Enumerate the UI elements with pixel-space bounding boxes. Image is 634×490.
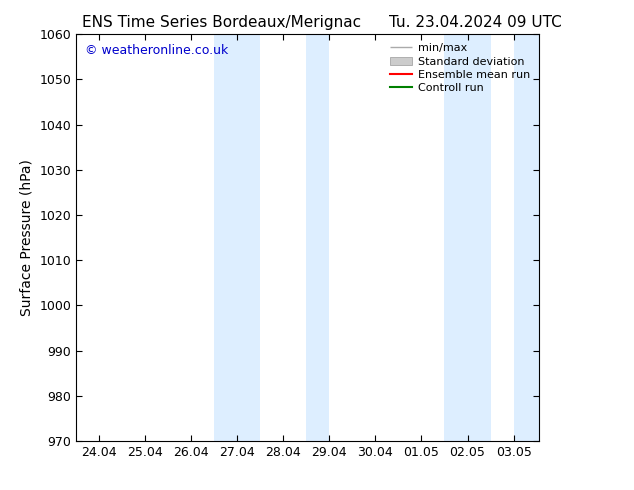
- Bar: [306, 34, 330, 441]
- Text: Tu. 23.04.2024 09 UTC: Tu. 23.04.2024 09 UTC: [389, 15, 562, 30]
- Legend: min/max, Standard deviation, Ensemble mean run, Controll run: min/max, Standard deviation, Ensemble me…: [387, 40, 533, 97]
- Bar: [444, 34, 491, 441]
- Y-axis label: Surface Pressure (hPa): Surface Pressure (hPa): [20, 159, 34, 316]
- Bar: [514, 34, 539, 441]
- Text: ENS Time Series Bordeaux/Merignac: ENS Time Series Bordeaux/Merignac: [82, 15, 361, 30]
- Text: © weatheronline.co.uk: © weatheronline.co.uk: [86, 45, 229, 57]
- Bar: [214, 34, 261, 441]
